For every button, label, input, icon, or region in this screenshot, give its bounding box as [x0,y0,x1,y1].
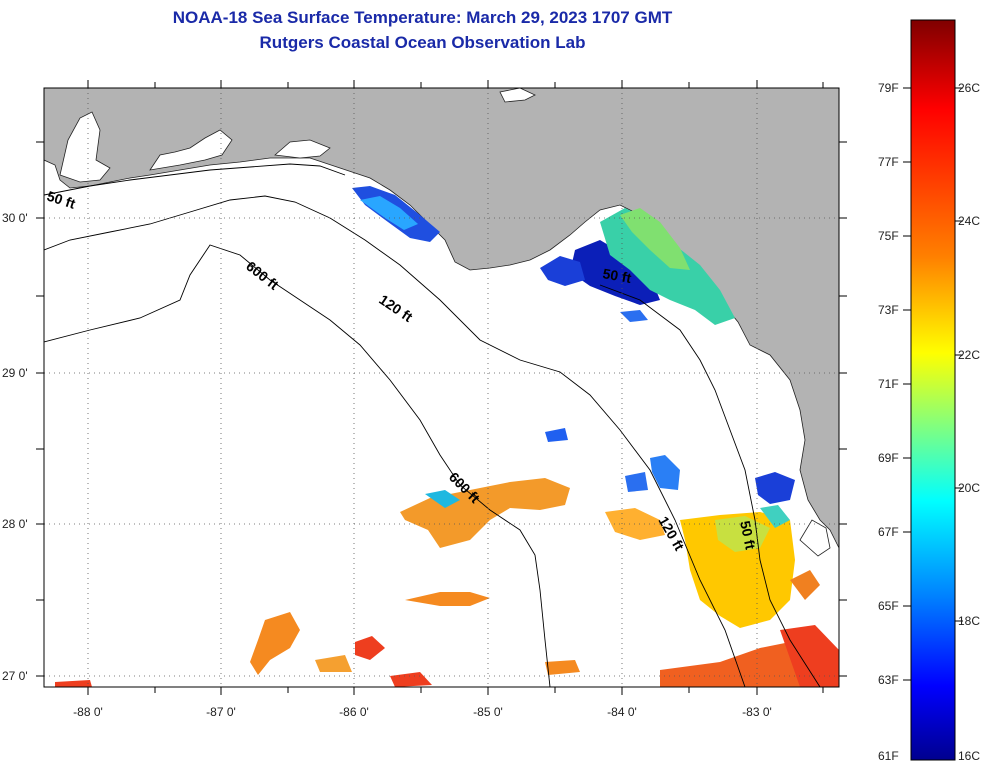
colorbar-f-label: 69F [878,451,899,465]
sst-patch-cold [620,310,648,322]
colorbar-f-label: 75F [878,229,899,243]
sst-patch-cold [570,240,660,305]
sst-patch-hot [780,625,839,687]
colorbar-c-label: 24C [958,214,980,228]
sst-patch-warm [760,505,790,528]
colorbar-c-label: 26C [958,81,980,95]
lat-label: 27 0' [2,669,28,683]
colorbar-ticks [903,87,963,681]
sst-patch-cold [755,472,795,504]
colorbar-f-label: 65F [878,599,899,613]
contour-50ft-bigbend [599,284,821,687]
sst-patch-cold [545,428,568,442]
sst-patch-cold [540,256,585,286]
colorbar-f-label: 71F [878,377,899,391]
contour-600ft [44,244,551,687]
contour-label: 50 ft [737,519,759,551]
bay-inlet [499,88,536,103]
colorbar-c-label: 20C [958,481,980,495]
sst-patch-warmish [600,208,735,325]
sst-patch-warm [315,655,352,672]
bay-inlet [799,519,831,557]
lon-label: -83 0' [742,705,772,719]
sst-patch-warm [545,660,580,675]
lat-label: 30 0' [2,211,28,225]
bay-inlet [274,139,331,159]
lon-label: -88 0' [73,705,103,719]
colorbar-c-label: 16C [958,749,980,763]
lon-label: -84 0' [607,705,637,719]
map-title: NOAA-18 Sea Surface Temperature: March 2… [172,8,673,27]
sst-patch-hot [55,680,92,687]
lat-label: 29 0' [2,366,28,380]
sst-patch-warm [680,512,795,628]
colorbar-f-label: 79F [878,81,899,95]
colorbar-f-label: 77F [878,155,899,169]
colorbar-f-label: 63F [878,673,899,687]
frame-border [43,87,840,688]
sst-patch-hot [390,672,432,687]
sst-patch-cold [650,455,680,490]
map-subtitle: Rutgers Coastal Ocean Observation Lab [259,33,586,52]
axis-ticks [36,80,847,695]
colorbar-f-label: 61F [878,749,899,763]
sst-patch-warm [790,570,820,600]
lon-label: -85 0' [473,705,503,719]
lon-label: -87 0' [206,705,236,719]
bay-inlet [59,111,111,183]
lat-label: 28 0' [2,517,28,531]
lon-label: -86 0' [339,705,369,719]
sst-patch-warmish [620,208,690,270]
sst-patch-cold [625,472,648,492]
color-bar [910,19,956,761]
sst-patch-warm [425,490,460,508]
sst-patch-warm [405,592,490,606]
colorbar-c-label: 22C [958,348,980,362]
colorbar-f-label: 73F [878,303,899,317]
colorbar-c-label: 18C [958,614,980,628]
sst-patch-warm [250,612,300,675]
bay-inlet [149,129,233,171]
sst-patch-warm [715,516,770,552]
sst-patch-hot [355,636,385,660]
land-area [44,88,839,549]
contour-50ft [44,163,346,196]
colorbar-f-label: 67F [878,525,899,539]
sst-patch-cold [360,196,418,230]
contour-label: 50 ft [601,265,632,286]
